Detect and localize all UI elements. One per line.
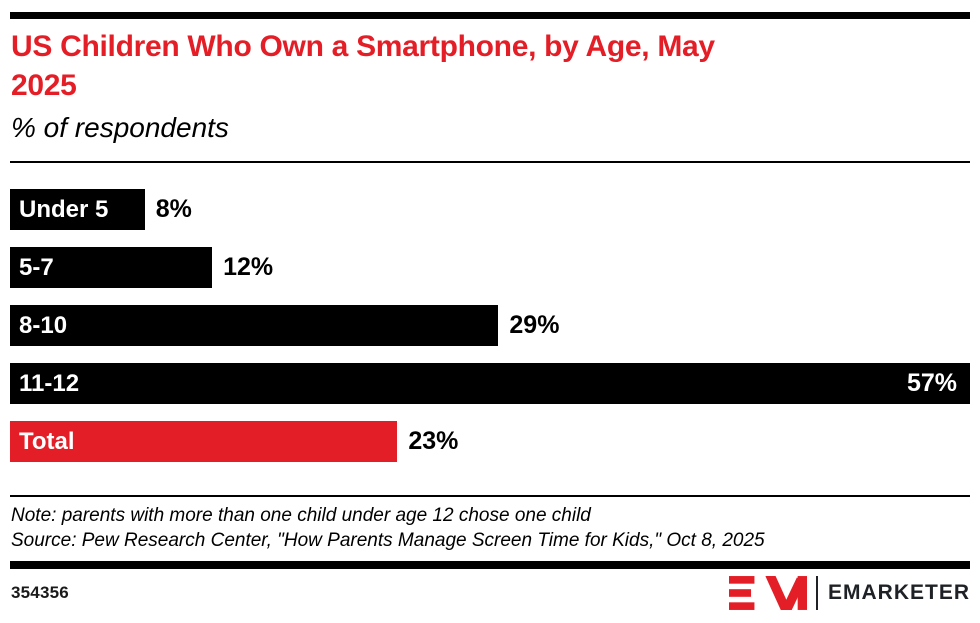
bar-row: Under 5 8% [10, 189, 970, 230]
chart-id: 354356 [11, 583, 69, 602]
emarketer-logo: EMARKETER [728, 576, 970, 610]
header-divider [10, 161, 970, 163]
bar-category-label: Total [19, 427, 75, 455]
bar-row: 11-12 57% [10, 363, 970, 404]
bar-chart: Under 5 8% 5-7 12% 8-10 29% 11-12 57% Total 23% [10, 189, 970, 462]
bar-value-label: 29% [509, 311, 560, 339]
footnote-divider [10, 495, 970, 497]
emarketer-logo-icon [728, 576, 807, 610]
bar: Under 5 [10, 189, 145, 230]
bar-category-label: 5-7 [19, 253, 54, 281]
bar: Total [10, 421, 398, 462]
bar-value-label: 8% [155, 195, 192, 223]
bar: 8-10 [10, 305, 499, 346]
bar-row: Total 23% [10, 421, 970, 462]
bar-category-label: 8-10 [19, 311, 68, 339]
bottom-rule [10, 561, 970, 569]
bar-row: 8-10 29% [10, 305, 970, 346]
chart-subtitle: % of respondents [11, 112, 229, 143]
footnote-block: Note: parents with more than one child u… [11, 503, 970, 553]
bar-value-label: 23% [408, 427, 459, 455]
bar-category-label: 11-12 [19, 369, 80, 397]
bar-row: 5-7 12% [10, 247, 970, 288]
top-rule [10, 12, 970, 19]
bar-value-label: 57% [906, 369, 957, 397]
source-text: Source: Pew Research Center, "How Parent… [11, 530, 765, 551]
footer: 354356 EMARKETER [10, 576, 970, 610]
bar-value-label: 12% [223, 253, 274, 281]
logo-divider [815, 576, 818, 610]
note-text: Note: parents with more than one child u… [11, 505, 591, 526]
bar-category-label: Under 5 [19, 195, 109, 223]
bar: 11-12 57% [10, 363, 970, 404]
emarketer-wordmark: EMARKETER [827, 581, 970, 604]
chart-title: US Children Who Own a Smartphone, by Age… [11, 30, 715, 102]
bar: 5-7 [10, 247, 213, 288]
